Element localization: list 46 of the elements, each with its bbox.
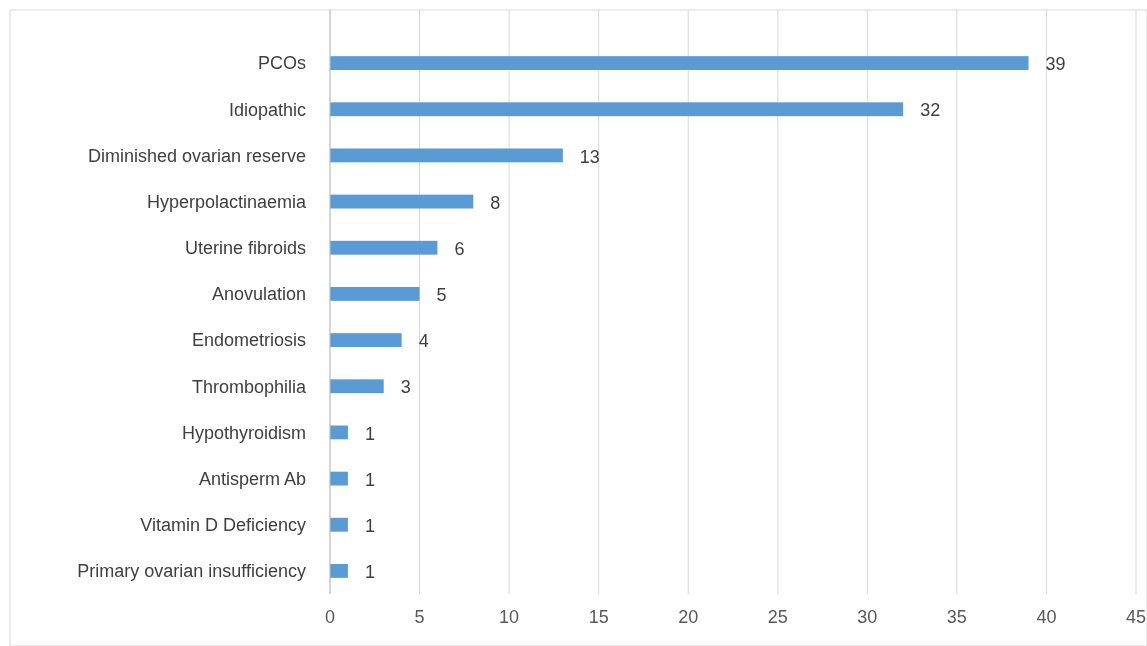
x-tick-label: 20	[678, 606, 699, 627]
x-tick-label: 45	[1125, 606, 1147, 627]
x-tick-label: 40	[1036, 606, 1057, 627]
bar	[330, 379, 384, 394]
data-label: 3	[400, 377, 411, 398]
data-label: 5	[436, 285, 447, 306]
x-tick-label: 0	[324, 606, 336, 627]
bar	[330, 56, 1029, 71]
bar	[330, 102, 904, 117]
data-label: 4	[418, 331, 429, 352]
y-tick-label: PCOs	[257, 53, 306, 74]
bar	[330, 194, 474, 209]
bar	[330, 333, 402, 348]
x-tick-label: 35	[946, 606, 967, 627]
x-tick-label: 10	[499, 606, 520, 627]
x-tick-label: 30	[857, 606, 878, 627]
data-label: 13	[579, 146, 600, 167]
y-tick-label: Diminished ovarian reserve	[87, 145, 306, 166]
data-label: 1	[364, 562, 375, 583]
data-label: 6	[454, 238, 465, 259]
y-tick-label: Thrombophilia	[191, 376, 307, 397]
y-tick-label: Idiopathic	[228, 99, 306, 120]
bar	[330, 425, 348, 440]
data-label: 1	[364, 423, 375, 444]
data-label: 8	[490, 192, 501, 213]
x-tick-label: 5	[414, 606, 425, 627]
y-tick-label: Endometriosis	[191, 330, 306, 351]
bar	[330, 563, 348, 578]
y-tick-label: Antisperm Ab	[198, 468, 306, 489]
data-label: 1	[364, 515, 375, 536]
y-tick-label: Hypothyroidism	[181, 422, 306, 443]
data-label: 39	[1045, 54, 1066, 75]
bar	[330, 240, 438, 255]
y-tick-label: Vitamin D Deficiency	[140, 515, 306, 536]
y-tick-label: Primary ovarian insufficiency	[77, 561, 306, 582]
bar	[330, 517, 348, 532]
y-tick-label: Uterine fibroids	[184, 238, 306, 259]
bar	[330, 286, 420, 301]
bar	[330, 148, 563, 163]
x-tick-label: 15	[588, 606, 609, 627]
y-tick-label: Hyperpolactinaemia	[146, 191, 307, 212]
data-label: 1	[364, 469, 375, 490]
y-tick-label: Anovulation	[211, 284, 306, 305]
x-tick-label: 25	[767, 606, 788, 627]
data-label: 32	[920, 100, 941, 121]
bar	[330, 471, 348, 486]
